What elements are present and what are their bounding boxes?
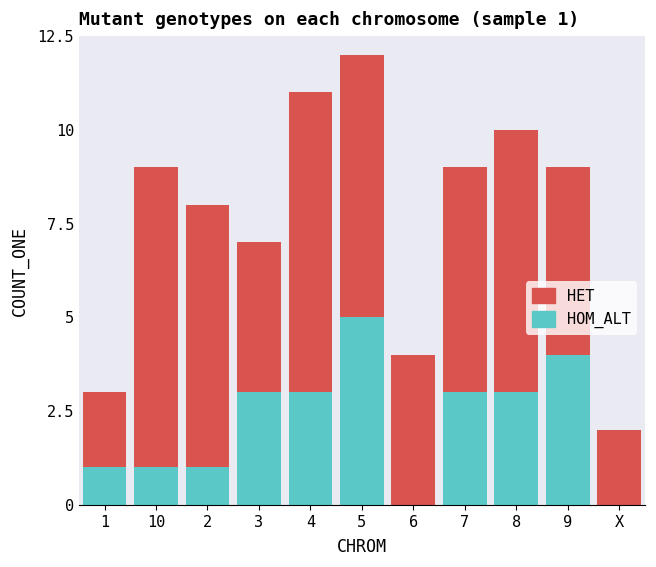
Bar bbox=[134, 167, 178, 467]
Bar bbox=[340, 318, 384, 505]
Text: Mutant genotypes on each chromosome (sample 1): Mutant genotypes on each chromosome (sam… bbox=[79, 11, 579, 29]
Bar bbox=[83, 467, 127, 505]
Bar bbox=[289, 92, 332, 392]
Bar bbox=[392, 355, 435, 505]
Bar bbox=[237, 392, 281, 505]
Bar bbox=[237, 243, 281, 392]
Bar bbox=[83, 392, 127, 467]
Bar bbox=[186, 467, 230, 505]
Bar bbox=[186, 205, 230, 467]
Bar bbox=[443, 392, 487, 505]
Bar bbox=[134, 467, 178, 505]
X-axis label: CHROM: CHROM bbox=[337, 538, 387, 556]
Bar bbox=[443, 167, 487, 392]
Bar bbox=[546, 355, 590, 505]
Bar bbox=[546, 167, 590, 355]
Bar bbox=[289, 392, 332, 505]
Bar bbox=[495, 392, 538, 505]
Bar bbox=[340, 55, 384, 318]
Bar bbox=[597, 430, 641, 505]
Y-axis label: COUNT_ONE: COUNT_ONE bbox=[11, 226, 29, 315]
Legend: HET, HOM_ALT: HET, HOM_ALT bbox=[526, 281, 637, 335]
Bar bbox=[495, 130, 538, 392]
